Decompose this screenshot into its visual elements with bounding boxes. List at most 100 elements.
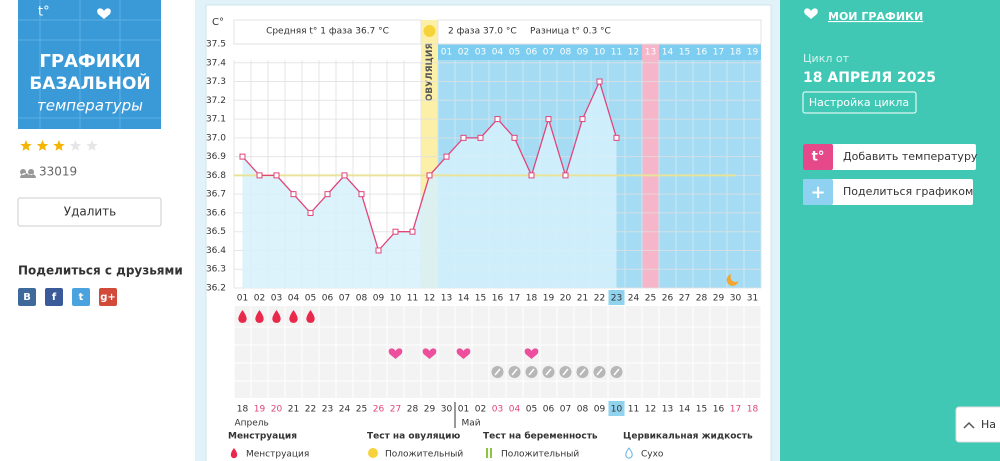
phase2-day-label: 11 bbox=[611, 48, 622, 58]
date-label: 14 bbox=[679, 405, 691, 415]
today-date-marker bbox=[608, 401, 625, 416]
share-button[interactable] bbox=[803, 179, 973, 205]
menstruation-drop bbox=[289, 310, 298, 323]
star bbox=[20, 140, 32, 151]
social-button[interactable] bbox=[72, 288, 90, 306]
temperature-point bbox=[477, 134, 484, 141]
date-label: 20 bbox=[271, 405, 283, 415]
scroll-top-button[interactable] bbox=[955, 406, 1000, 443]
temperature-point bbox=[324, 191, 331, 198]
x-tick-label: 20 bbox=[560, 294, 572, 304]
menstruation-drop bbox=[255, 310, 264, 323]
date-label: 17 bbox=[730, 405, 741, 415]
x-tick-label: 11 bbox=[407, 294, 418, 304]
date-label: 01 bbox=[458, 405, 469, 415]
cycle-from: Цикл от bbox=[803, 52, 850, 65]
temperature-chart: Средняя t° 1 фаза 36.7 °C 2 фаза 37.0 °C Р… bbox=[206, 17, 762, 460]
social-button[interactable] bbox=[18, 288, 36, 306]
date-label: 23 bbox=[322, 405, 333, 415]
temperature-point bbox=[375, 247, 382, 254]
temperature-point bbox=[239, 153, 246, 160]
add-temp-icon-bg bbox=[803, 144, 833, 170]
temperature-point bbox=[545, 116, 552, 123]
unit-label: C° bbox=[212, 17, 224, 28]
menstruation-drop bbox=[238, 310, 247, 323]
date-label: 03 bbox=[492, 405, 503, 415]
settings-button[interactable] bbox=[802, 91, 917, 114]
y-tick-label: 37.4 bbox=[206, 58, 226, 68]
header-diff-text: Разница t° 0.3 °C bbox=[530, 27, 611, 37]
temperature-point bbox=[613, 134, 620, 141]
phase2-day-band bbox=[438, 44, 761, 60]
legend-item: Положительный bbox=[501, 450, 579, 460]
phase2-day-label: 12 bbox=[628, 48, 639, 58]
date-label: 19 bbox=[254, 405, 266, 415]
x-tick-label: 18 bbox=[526, 294, 538, 304]
y-tick-label: 36.7 bbox=[206, 190, 226, 200]
date-label: 08 bbox=[577, 405, 589, 415]
add-temp-button[interactable] bbox=[803, 144, 976, 170]
x-tick-label: 23 bbox=[611, 294, 622, 304]
legend-item: Менструация bbox=[246, 450, 309, 460]
x-tick-label: 08 bbox=[356, 294, 368, 304]
social-label: t bbox=[79, 292, 84, 303]
date-label: 04 bbox=[509, 405, 521, 415]
date-label: 21 bbox=[288, 405, 299, 415]
x-tick-label: 19 bbox=[543, 294, 555, 304]
date-label: 10 bbox=[611, 405, 623, 415]
header-phase2-text: 2 фаза 37.0 °C bbox=[448, 27, 517, 37]
social-button[interactable] bbox=[45, 288, 63, 306]
legend-title: Цервикальная жидкость bbox=[623, 432, 753, 442]
date-label: 22 bbox=[305, 405, 316, 415]
phase2-day-label: 06 bbox=[526, 48, 538, 58]
y-tick-label: 37.1 bbox=[206, 115, 226, 125]
temperature-point bbox=[392, 228, 399, 235]
social-button[interactable] bbox=[99, 288, 117, 306]
date-label: 02 bbox=[475, 405, 486, 415]
events-background bbox=[234, 306, 761, 398]
y-tick-label: 36.2 bbox=[206, 284, 226, 294]
x-tick-label: 31 bbox=[747, 294, 758, 304]
x-tick-label: 13 bbox=[441, 294, 452, 304]
date-label: 15 bbox=[696, 405, 707, 415]
x-tick-label: 30 bbox=[730, 294, 742, 304]
date-label: 28 bbox=[407, 405, 419, 415]
date-label: 27 bbox=[390, 405, 401, 415]
temperature-point bbox=[579, 116, 586, 123]
social-label: f bbox=[52, 292, 57, 303]
logo-heart bbox=[97, 8, 111, 19]
legend-icon bbox=[486, 448, 492, 458]
y-tick-label: 36.3 bbox=[206, 265, 226, 275]
y-tick-label: 37.0 bbox=[206, 133, 226, 143]
month-label: Апрель bbox=[235, 419, 269, 429]
my-charts-link[interactable]: МОИ ГРАФИКИ bbox=[828, 10, 923, 23]
phase2-day-label: 07 bbox=[543, 48, 554, 58]
legend-item: Сухо bbox=[641, 450, 664, 460]
pregnancy-test-slash bbox=[579, 368, 586, 376]
y-tick-label: 36.5 bbox=[206, 227, 226, 237]
y-tick-label: 37.2 bbox=[206, 96, 226, 106]
phase2-day-label: 18 bbox=[730, 48, 742, 58]
pregnancy-test-slash bbox=[613, 368, 620, 376]
x-tick-label: 25 bbox=[645, 294, 656, 304]
ovulation-icon bbox=[423, 25, 436, 37]
phase2-day-label: 14 bbox=[662, 48, 674, 58]
cycle-date: 18 АПРЕЛЯ 2025 bbox=[803, 70, 936, 86]
temperature-point bbox=[562, 172, 569, 179]
temperature-area bbox=[242, 81, 617, 289]
temperature-point bbox=[307, 209, 314, 216]
logo[interactable] bbox=[18, 0, 161, 129]
ovulation-heart bbox=[422, 348, 437, 359]
temperature-point bbox=[290, 191, 297, 198]
phase2-day-label: 15 bbox=[679, 48, 690, 58]
highlight-column bbox=[642, 44, 659, 288]
legend-icon bbox=[230, 448, 238, 459]
pregnancy-test-slash bbox=[545, 368, 552, 376]
date-label: 25 bbox=[356, 405, 367, 415]
delete-button[interactable] bbox=[17, 197, 162, 227]
date-label: 18 bbox=[747, 405, 759, 415]
views-count: 33019 bbox=[39, 165, 77, 179]
